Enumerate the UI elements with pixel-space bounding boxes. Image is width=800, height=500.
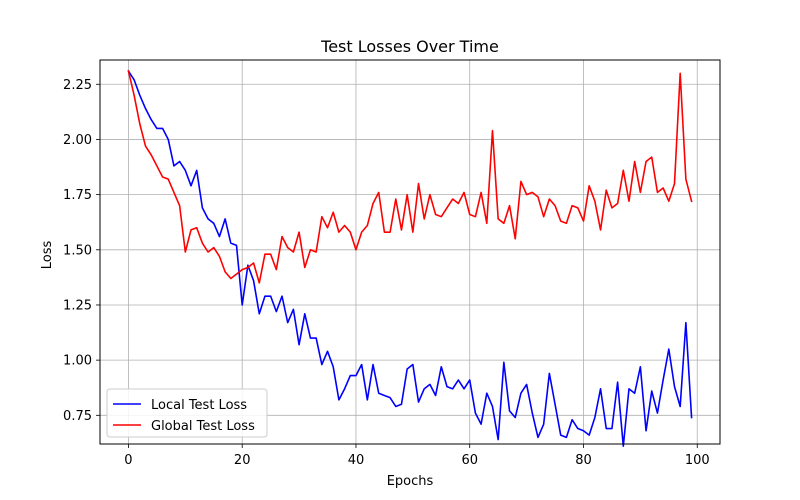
series-lines [127,69,693,448]
x-tick-label: 20 [234,453,251,468]
x-axis-label: Epochs [387,474,434,489]
legend-label: Global Test Loss [151,419,255,434]
legend-label: Local Test Loss [151,398,247,413]
legend-box [106,388,268,438]
x-tick-label: 60 [461,453,478,468]
y-axis-label: Loss [40,241,55,270]
x-tick-label: 80 [575,453,592,468]
axis-ticks: 0 20 40 60 80 100 0.75 1.00 1.25 1.50 1.75 2.00 2.25 [63,78,710,468]
chart-title: Test Losses Over Time [320,37,499,56]
x-tick-label: 100 [685,453,710,468]
y-tick-label: 1.50 [63,243,92,258]
y-tick-label: 2.25 [63,78,92,93]
series-line-global-test-loss [127,70,693,284]
legend: Local Test Loss Global Test Loss [106,388,268,438]
x-tick-label: 0 [124,453,132,468]
y-tick-label: 1.00 [63,354,92,369]
grid [100,60,720,444]
series-line-local-test-loss [127,69,693,448]
y-tick-label: 1.75 [63,188,92,203]
plot-frame [99,59,721,445]
y-tick-label: 0.75 [63,409,92,424]
y-tick-label: 1.25 [63,298,92,313]
x-tick-label: 40 [348,453,365,468]
y-tick-label: 2.00 [63,133,92,148]
